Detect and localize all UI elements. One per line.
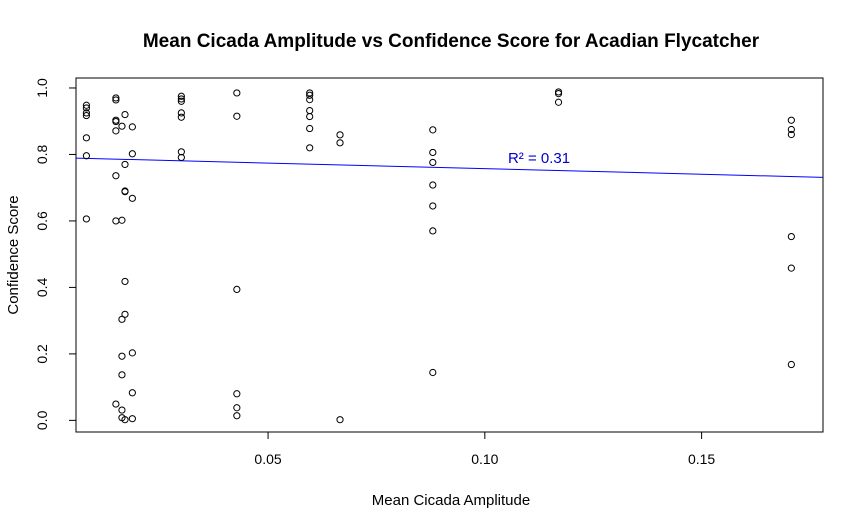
data-point <box>306 106 314 115</box>
x-axis-label: Mean Cicada Amplitude <box>372 492 530 509</box>
data-point <box>112 172 120 180</box>
data-point <box>429 227 437 235</box>
regression-line-group <box>75 157 824 178</box>
data-point <box>336 131 344 139</box>
data-point <box>233 412 241 420</box>
data-point <box>429 126 437 134</box>
data-point <box>82 111 91 120</box>
data-point <box>128 349 136 357</box>
data-point <box>787 116 795 124</box>
data-point <box>82 134 91 142</box>
data-point <box>233 404 241 412</box>
data-point <box>121 416 129 424</box>
x-axis: 0.05 0.10 0.15 <box>254 432 715 467</box>
data-point <box>82 152 91 160</box>
data-point <box>118 216 126 224</box>
data-point <box>554 98 563 106</box>
y-tick-label: 1.0 <box>34 78 50 98</box>
data-point <box>177 113 185 121</box>
y-tick-label: 0.0 <box>34 410 50 430</box>
data-point <box>112 217 120 225</box>
data-point <box>429 158 437 167</box>
data-point <box>121 310 129 318</box>
data-point <box>112 127 120 135</box>
r-squared-annotation: R² = 0.31 <box>508 150 570 167</box>
data-point <box>177 97 185 105</box>
data-point <box>233 89 241 97</box>
data-point <box>128 194 136 202</box>
chart-title: Mean Cicada Amplitude vs Confidence Scor… <box>143 31 760 52</box>
data-point <box>177 148 185 156</box>
y-axis-label: Confidence Score <box>5 195 22 314</box>
data-point <box>121 188 129 196</box>
data-point <box>121 110 129 119</box>
data-point <box>554 90 563 98</box>
data-point <box>233 112 241 120</box>
data-point <box>112 96 120 104</box>
data-point <box>128 150 136 158</box>
x-tick-label: 0.05 <box>254 451 281 467</box>
data-point <box>787 125 795 134</box>
data-point <box>118 406 126 414</box>
y-tick-label: 0.6 <box>34 211 50 231</box>
data-point <box>233 285 241 294</box>
data-point <box>121 277 129 286</box>
data-point <box>429 181 437 189</box>
data-point <box>306 124 314 133</box>
data-point <box>112 400 120 408</box>
data-point <box>82 215 91 223</box>
data-point <box>306 112 314 121</box>
data-point <box>118 371 126 379</box>
data-point <box>128 389 136 397</box>
y-tick-label: 0.4 <box>34 277 50 297</box>
data-point <box>128 415 136 423</box>
data-point <box>177 153 185 162</box>
data-point <box>429 148 437 157</box>
data-points <box>82 88 795 424</box>
data-point <box>306 91 314 99</box>
data-point <box>121 160 129 169</box>
data-point <box>112 94 120 102</box>
data-point <box>82 104 91 112</box>
regression-line <box>75 157 824 178</box>
y-tick-label: 0.8 <box>34 145 50 165</box>
data-point <box>82 109 91 117</box>
data-point <box>336 139 344 147</box>
x-tick-label: 0.15 <box>688 451 715 467</box>
data-point <box>233 390 241 398</box>
data-point <box>787 130 795 139</box>
data-point <box>336 416 344 424</box>
data-point <box>82 101 91 109</box>
data-point <box>787 264 795 272</box>
x-tick-label: 0.10 <box>471 451 498 467</box>
data-point <box>429 368 437 377</box>
y-axis: 0.0 0.2 0.4 0.6 0.8 1.0 <box>34 78 76 430</box>
y-tick-label: 0.2 <box>34 344 50 364</box>
data-point <box>306 96 314 104</box>
data-point <box>306 144 314 152</box>
data-point <box>177 92 185 100</box>
data-point <box>112 117 120 126</box>
data-point <box>128 123 136 131</box>
data-point <box>787 232 795 241</box>
data-point <box>429 202 437 210</box>
data-point <box>787 360 795 369</box>
plot-frame <box>75 77 824 433</box>
data-point <box>118 122 126 130</box>
data-point <box>118 352 126 360</box>
data-point <box>177 109 185 117</box>
data-point <box>177 95 185 103</box>
